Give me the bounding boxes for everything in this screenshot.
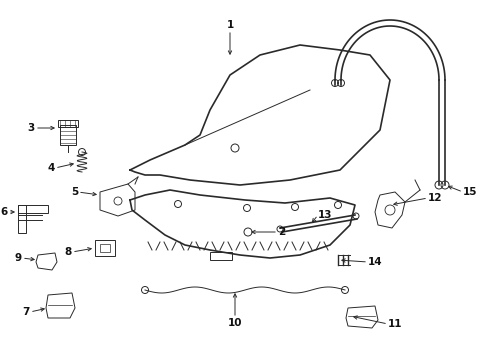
Text: 10: 10 <box>228 318 242 328</box>
Text: 9: 9 <box>15 253 22 263</box>
Bar <box>100 244 110 252</box>
Bar <box>18 205 26 233</box>
Bar <box>95 240 115 256</box>
Bar <box>58 120 78 127</box>
Text: 12: 12 <box>428 193 442 203</box>
Text: 8: 8 <box>65 247 72 257</box>
Text: 1: 1 <box>226 20 234 30</box>
Text: 4: 4 <box>48 163 55 173</box>
Bar <box>18 205 48 213</box>
Text: 7: 7 <box>23 307 30 317</box>
Bar <box>60 125 76 145</box>
Text: 5: 5 <box>71 187 78 197</box>
Text: 3: 3 <box>28 123 35 133</box>
Bar <box>210 252 232 260</box>
Text: 11: 11 <box>388 319 402 329</box>
Text: 6: 6 <box>1 207 8 217</box>
Text: 14: 14 <box>368 257 383 267</box>
Text: 13: 13 <box>318 210 333 220</box>
Text: 2: 2 <box>278 227 285 237</box>
Text: 15: 15 <box>463 187 477 197</box>
